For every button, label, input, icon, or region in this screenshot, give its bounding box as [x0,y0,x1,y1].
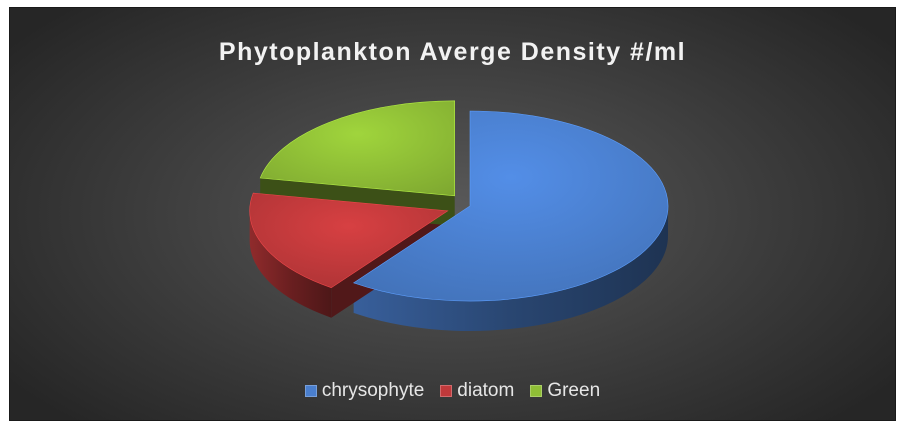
slice-wall-diatom [249,210,332,318]
legend-swatch-diatom [440,385,453,397]
legend-item-chrysophyte: chrysophyte [304,380,425,402]
legend-label-chrysophyte: chrysophyte [321,380,425,401]
slice-wall-chrysophyte [353,206,668,332]
legend-label-diatom: diatom [457,380,515,401]
legend-item-green: Green [530,380,600,402]
chart-area: Phytoplankton Averge Density #/ml chryso… [9,7,896,421]
pie-slice-diatom [249,192,449,289]
legend: chrysophyte diatom Green [10,380,895,402]
legend-swatch-green [530,385,543,397]
pie-slice-chrysophyte [352,110,669,302]
legend-swatch-chrysophyte [304,385,317,397]
legend-label-green: Green [547,380,601,401]
legend-item-diatom: diatom [440,380,514,402]
pie-slice-green [259,100,456,197]
pie-chart [249,100,669,332]
chart-title: Phytoplankton Averge Density #/ml [218,38,687,66]
